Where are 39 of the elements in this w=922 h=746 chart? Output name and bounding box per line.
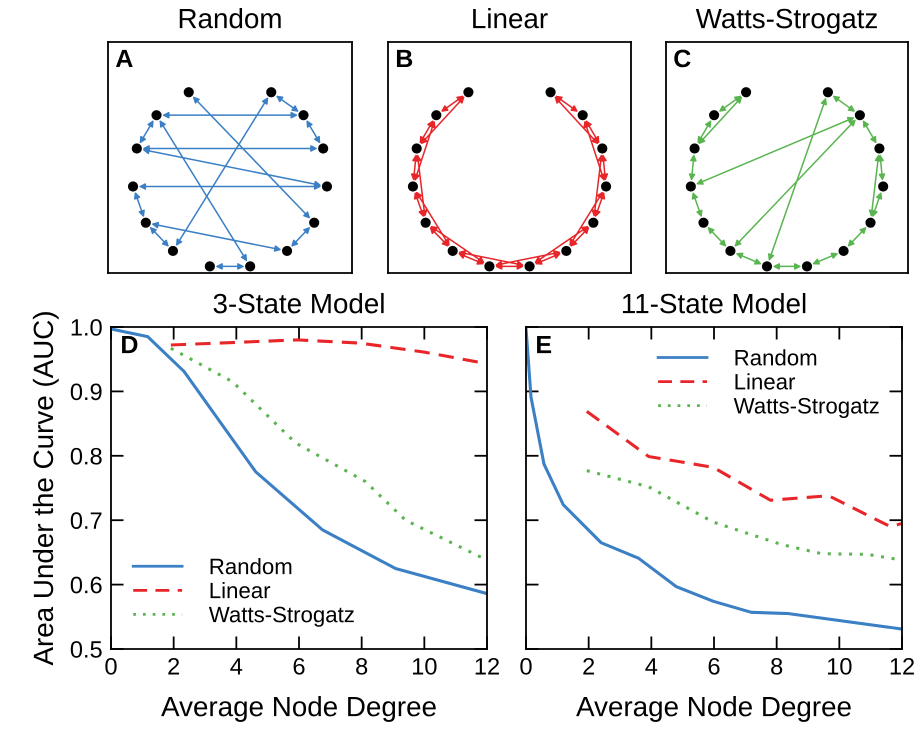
x-axis-title: Average Node Degree — [161, 696, 436, 722]
y-tick-label: 0.6 — [70, 576, 102, 594]
annotation: E — [537, 336, 552, 354]
x-tick-label: 12 — [476, 658, 499, 674]
legend-label: Linear — [210, 582, 270, 598]
legend-label: Watts-Strogatz — [734, 398, 879, 418]
legend-label: Linear — [735, 373, 796, 390]
text: Random — [180, 8, 281, 28]
text: B — [396, 50, 412, 68]
x-tick-label: 8 — [356, 658, 368, 675]
text: Watts-Strogatz — [696, 8, 877, 34]
legend-label: Random — [210, 558, 292, 574]
x-tick-label: 4 — [645, 658, 658, 674]
y-tick-label: 0.5 — [70, 641, 102, 658]
y-tick-label: 0.9 — [70, 383, 102, 400]
x-tick-label: 6 — [294, 658, 305, 675]
y-tick-label: 0.8 — [70, 448, 102, 465]
text: Linear — [473, 8, 548, 28]
x-tick-label: 6 — [708, 658, 720, 675]
x-tick-label: 10 — [828, 658, 852, 675]
y-tick-label: 1.0 — [72, 319, 102, 336]
x-tick-label: 0 — [105, 658, 117, 675]
text: C — [674, 50, 691, 68]
x-axis-title: Average Node Degree — [576, 696, 851, 722]
x-tick-label: 4 — [230, 658, 242, 674]
annotation: D — [122, 336, 138, 354]
y-tick-label: 0.7 — [70, 512, 102, 529]
x-tick-label: 2 — [168, 658, 180, 674]
x-tick-label: 8 — [771, 658, 782, 675]
chart-title: 11-State Model — [622, 292, 806, 314]
y-axis-title: Area Under the Curve (AUC) — [32, 312, 59, 666]
legend-label: Watts-Strogatz — [208, 606, 354, 627]
x-tick-label: 10 — [413, 658, 437, 675]
text: A — [116, 50, 133, 68]
x-tick-label: 2 — [583, 658, 594, 674]
x-tick-label: 12 — [890, 658, 914, 674]
chart-title: 3-State Model — [214, 292, 384, 314]
x-tick-label: 0 — [520, 658, 532, 675]
legend-label: Random — [735, 349, 816, 366]
